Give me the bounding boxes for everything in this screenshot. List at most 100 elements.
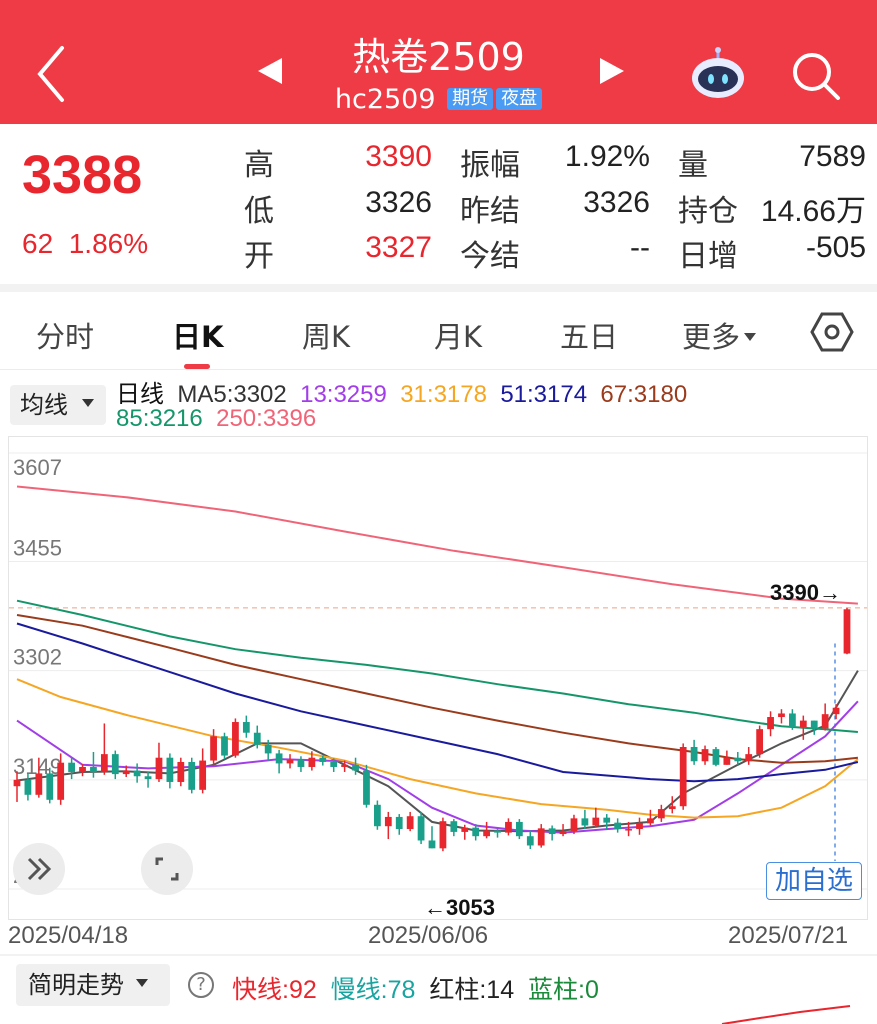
- low-value: 3326: [365, 186, 432, 219]
- ma-legend-row-1: 日线 MA5:3302 13:3259 31:3178 51:3174 67:3…: [116, 374, 687, 409]
- candle-body: [297, 759, 305, 767]
- tab-intraday[interactable]: 分时: [36, 320, 95, 354]
- candle-body: [515, 821, 523, 837]
- divider: [0, 954, 877, 956]
- tab-five-day[interactable]: 五日: [560, 320, 619, 354]
- candle-body: [24, 779, 32, 795]
- candle-body: [789, 713, 796, 728]
- y-tick-label: 3455: [13, 535, 62, 560]
- candle-body: [111, 754, 119, 775]
- candle-body: [570, 818, 578, 832]
- search-button[interactable]: [788, 48, 844, 104]
- fullscreen-button[interactable]: [141, 843, 193, 895]
- candle-body: [308, 757, 316, 767]
- indicator-values: 快线:92 慢线:78 红柱:14 蓝柱:0: [232, 970, 599, 1006]
- search-icon: [793, 53, 840, 100]
- candle-body: [210, 736, 217, 761]
- next-contract-button[interactable]: [600, 58, 624, 84]
- futures-tag: 期货: [447, 88, 494, 110]
- candle-body: [548, 828, 556, 835]
- candle-body: [832, 707, 840, 715]
- ma-line-31: [16, 678, 859, 819]
- tab-monthly-k[interactable]: 月K: [434, 320, 483, 354]
- candle-body: [417, 816, 425, 841]
- divider: [0, 284, 877, 292]
- candle-body: [559, 831, 567, 835]
- fast-line-value: 快线:92: [232, 976, 317, 1004]
- chart-settings-button[interactable]: [810, 310, 854, 354]
- candle-body: [242, 722, 250, 733]
- settle-value: --: [630, 231, 650, 264]
- candle-body: [406, 816, 414, 830]
- y-tick-label: 3302: [13, 645, 62, 670]
- assistant-button[interactable]: [690, 46, 746, 100]
- kline-chart[interactable]: 360734553302314929963390→←3053: [8, 436, 868, 920]
- change-percent: 1.86%: [68, 228, 149, 259]
- slow-line-value: 慢线:78: [330, 976, 416, 1004]
- top-nav-bar: 热卷2509 hc2509 期货 夜盘: [0, 0, 877, 124]
- quote-panel: 3388 62 1.86% 高 3390 低 3326 开 3327 振幅 1.…: [0, 124, 877, 284]
- candle-body: [494, 830, 501, 833]
- candle-body: [767, 717, 774, 730]
- caret-down-icon: [136, 979, 148, 987]
- open-value: 3327: [365, 231, 432, 264]
- candle-body: [734, 757, 742, 762]
- tab-daily-k[interactable]: 日K: [172, 320, 224, 354]
- prev-settle-label: 昨结: [460, 195, 520, 228]
- candle-body: [57, 762, 65, 800]
- back-button[interactable]: [30, 42, 74, 106]
- help-icon[interactable]: ?: [188, 972, 214, 998]
- candle-body: [821, 714, 829, 729]
- add-to-watchlist-button[interactable]: 加自选: [766, 862, 862, 900]
- ma-type-dropdown[interactable]: 均线: [10, 385, 106, 425]
- ma-legend-51: 51:3174: [500, 381, 588, 408]
- candle-body: [614, 822, 622, 830]
- candle-body: [253, 732, 261, 745]
- candle-body: [461, 827, 469, 832]
- indicator-subchart: [721, 1005, 851, 1024]
- open-interest-value: 14.66万: [760, 195, 866, 228]
- candle-body: [712, 749, 720, 765]
- candle-body: [144, 776, 152, 780]
- candle-body: [472, 827, 480, 837]
- contract-title: 热卷2509: [352, 35, 525, 79]
- high-annotation: 3390→: [770, 580, 841, 605]
- settle-label: 今结: [460, 240, 520, 273]
- open-label: 开: [244, 240, 274, 273]
- candle-body: [155, 757, 163, 780]
- tab-weekly-k[interactable]: 周K: [302, 320, 351, 354]
- kline-chart-svg: 360734553302314929963390→←3053: [9, 452, 867, 920]
- active-tab-indicator: [184, 364, 210, 369]
- candle-body: [657, 809, 665, 819]
- candle-body: [395, 816, 403, 830]
- hexagon-settings-icon: [810, 312, 854, 352]
- previous-contract-button[interactable]: [258, 58, 282, 84]
- candle-body: [843, 609, 851, 654]
- prev-settle-value: 3326: [583, 186, 650, 219]
- ma-legend-85: 85:3216: [116, 405, 203, 432]
- blue-bar-value: 蓝柱:0: [528, 976, 599, 1004]
- candle-body: [133, 770, 141, 777]
- candle-body: [592, 817, 600, 826]
- candle-body: [647, 818, 654, 824]
- price-change: 62 1.86%: [22, 228, 148, 260]
- candle-body: [330, 761, 338, 767]
- volume-label: 量: [678, 149, 708, 182]
- candle-body: [483, 830, 490, 837]
- oi-change-value: -505: [805, 231, 866, 264]
- candle-body: [13, 779, 21, 787]
- red-bar-value: 红柱:14: [429, 976, 515, 1004]
- candle-body: [505, 821, 512, 833]
- contract-subtitle: hc2509 期货 夜盘: [0, 84, 877, 115]
- candle-body: [90, 766, 97, 772]
- oi-change-label: 日增: [678, 240, 738, 273]
- candle-body: [428, 840, 436, 849]
- candle-body: [100, 754, 108, 772]
- tab-more[interactable]: 更多: [682, 314, 757, 356]
- expand-sidebar-button[interactable]: [13, 843, 65, 895]
- candle-body: [690, 746, 698, 762]
- indicator-dropdown[interactable]: 简明走势: [16, 964, 170, 1006]
- candle-body: [221, 736, 228, 756]
- contract-code: hc2509: [334, 84, 436, 115]
- candle-body: [668, 806, 676, 810]
